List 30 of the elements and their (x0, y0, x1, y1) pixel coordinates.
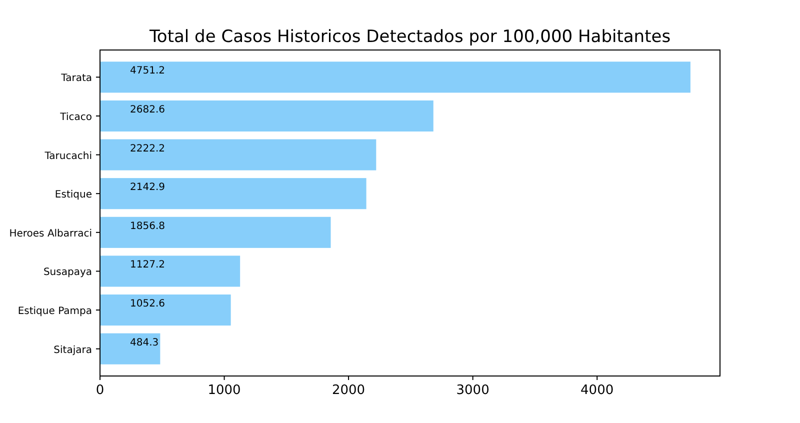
data-label: 4751.2 (130, 66, 165, 77)
y-tick-label: Ticaco (59, 112, 92, 123)
data-label: 2222.2 (130, 143, 165, 154)
bar (100, 294, 231, 326)
y-tick-label: Estique (54, 190, 92, 201)
data-label: 2682.6 (130, 104, 165, 116)
bar (100, 178, 366, 210)
x-tick-label: 4000 (580, 383, 614, 398)
data-label: 484.3 (130, 337, 159, 348)
x-tick-label: 2000 (332, 383, 366, 398)
y-tick-label: Susapaya (43, 267, 92, 278)
data-label: 1127.2 (130, 260, 165, 271)
bar (100, 333, 160, 364)
x-tick-label: 0 (96, 383, 104, 398)
data-label: 1052.6 (130, 298, 165, 310)
x-tick-label: 3000 (456, 383, 490, 398)
y-tick-label: Tarucachi (44, 150, 92, 162)
y-tick-label: Estique Pampa (18, 306, 92, 318)
bar (100, 216, 331, 248)
data-label: 2142.9 (130, 182, 165, 194)
data-label: 1856.8 (130, 220, 165, 232)
bar (100, 139, 376, 170)
bar (100, 256, 240, 287)
x-tick-label: 1000 (208, 383, 241, 398)
y-tick-label: Tarata (60, 73, 92, 84)
y-tick-label: Sitajara (54, 344, 92, 356)
bar (100, 62, 690, 93)
bar (100, 100, 434, 132)
chart-title: Total de Casos Historicos Detectados por 100,000 Habitantes (148, 27, 671, 47)
y-tick-label: Heroes Albarraci (9, 228, 92, 240)
